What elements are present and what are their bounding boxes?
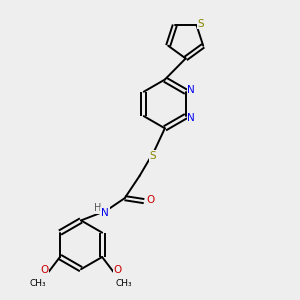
Text: H: H [94,203,102,213]
Text: O: O [146,195,155,205]
Text: S: S [150,151,156,161]
Text: N: N [101,208,109,218]
Text: O: O [114,266,122,275]
Text: O: O [40,266,48,275]
Text: CH₃: CH₃ [30,279,46,288]
Text: CH₃: CH₃ [116,279,132,288]
Text: S: S [198,19,204,28]
Text: N: N [188,112,195,123]
Text: N: N [188,85,195,95]
